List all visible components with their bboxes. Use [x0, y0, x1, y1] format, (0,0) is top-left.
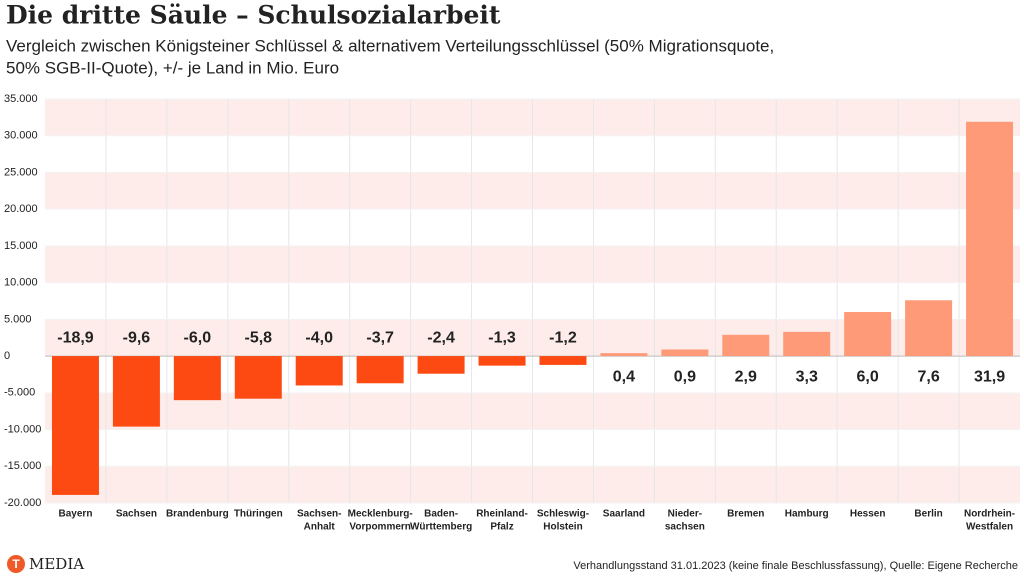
x-tick-label: Bremen [727, 509, 764, 520]
y-tick-label: 20.000 [4, 203, 38, 215]
x-tick-label: Sachsen- [297, 509, 341, 520]
x-tick-label: Hessen [850, 509, 886, 520]
chart-subtitle: 50% SGB-II-Quote), +/- je Land in Mio. E… [6, 58, 339, 77]
value-label: 3,3 [796, 368, 818, 385]
x-tick-label: Saarland [603, 509, 645, 520]
x-tick-label: Thüringen [234, 509, 283, 520]
x-tick-label: Bayern [59, 509, 93, 520]
x-tick-label: Berlin [914, 509, 942, 520]
y-tick-label: -10.000 [4, 423, 41, 435]
x-tick-label: Pfalz [490, 522, 513, 533]
bar [356, 356, 404, 384]
value-label: -1,3 [488, 329, 516, 346]
y-tick-label: 10.000 [4, 277, 38, 289]
bar [478, 356, 526, 366]
x-tick-label: sachsen [665, 522, 705, 533]
x-tick-label: Hamburg [785, 509, 829, 520]
bar [51, 356, 99, 495]
value-label: -3,7 [366, 329, 394, 346]
x-tick-label: Sachsen [116, 509, 157, 520]
bar [539, 356, 587, 365]
y-tick-label: -5.000 [4, 387, 35, 399]
x-tick-label: Westfalen [966, 522, 1013, 533]
bar [905, 300, 953, 357]
y-tick-label: 15.000 [4, 240, 38, 252]
x-tick-label: Rheinland- [476, 509, 528, 520]
x-tick-label: Mecklenburg- [348, 509, 413, 520]
bar [112, 356, 160, 427]
y-tick-label: 35.000 [4, 93, 38, 105]
bar [783, 331, 831, 357]
value-label: -6,0 [184, 329, 212, 346]
chart-title: Die dritte Säule – Schulsozialarbeit [6, 1, 501, 30]
value-label: 6,0 [857, 368, 879, 385]
x-tick-label: Schleswig- [537, 509, 589, 520]
value-label: 0,4 [613, 368, 635, 385]
value-label: -4,0 [305, 329, 333, 346]
value-label: -5,8 [244, 329, 272, 346]
chart-subtitle: Vergleich zwischen Königsteiner Schlüsse… [6, 36, 774, 55]
logo-icon [7, 555, 25, 573]
bar [966, 121, 1014, 357]
y-tick-label: 5.000 [4, 313, 32, 325]
value-label: 7,6 [917, 368, 939, 385]
x-tick-label: Nordrhein- [964, 509, 1015, 520]
bar [295, 356, 343, 386]
x-tick-label: Württemberg [410, 522, 472, 533]
value-label: -2,4 [427, 329, 455, 346]
logo: MEDIA [29, 555, 84, 573]
y-tick-label: 30.000 [4, 130, 38, 142]
y-tick-label: 25.000 [4, 166, 38, 178]
x-tick-label: Baden- [424, 509, 458, 520]
x-tick-label: Vorpommern [349, 522, 411, 533]
source-note: Verhandlungsstand 31.01.2023 (keine fina… [573, 560, 1018, 572]
y-tick-label: -20.000 [4, 497, 41, 509]
bar [234, 356, 282, 399]
x-tick-label: Holstein [543, 522, 582, 533]
value-label: -9,6 [123, 329, 151, 346]
y-tick-label: 0 [4, 350, 10, 362]
x-tick-label: Anhalt [304, 522, 336, 533]
value-label: 2,9 [735, 368, 757, 385]
bar [173, 356, 221, 401]
logo-icon-letter: T [12, 557, 20, 571]
bar [844, 312, 892, 357]
value-label: -18,9 [57, 329, 94, 346]
bar [417, 356, 465, 374]
bar [600, 353, 648, 357]
bar [661, 349, 709, 357]
value-label: 31,9 [974, 368, 1005, 385]
x-tick-label: Brandenburg [166, 509, 229, 520]
y-tick-label: -15.000 [4, 460, 41, 472]
bar [722, 334, 770, 357]
x-tick-label: Nieder- [668, 509, 702, 520]
value-label: 0,9 [674, 368, 696, 385]
value-label: -1,2 [549, 329, 577, 346]
